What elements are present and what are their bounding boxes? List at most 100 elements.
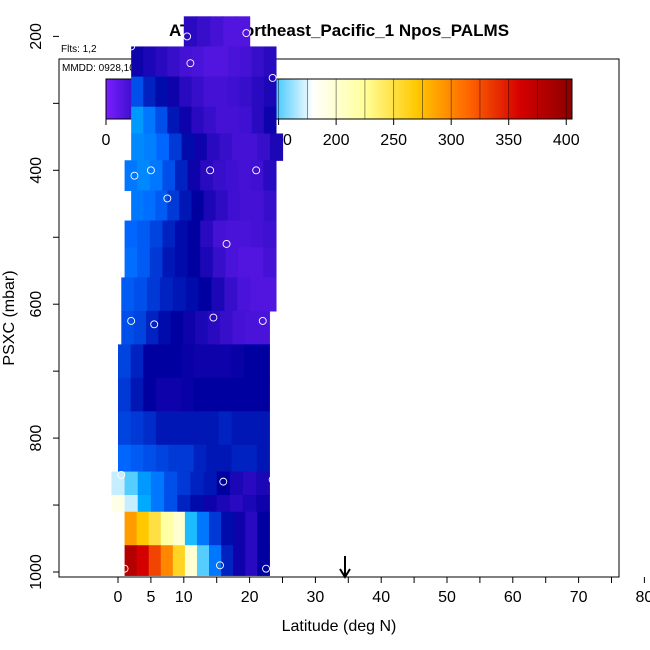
heat-cell bbox=[121, 277, 135, 312]
heat-cell bbox=[143, 344, 157, 379]
heat-cell bbox=[155, 344, 170, 379]
heat-cell bbox=[244, 310, 258, 345]
heat-cell bbox=[219, 310, 233, 345]
heat-cell bbox=[131, 190, 144, 222]
heat-cell bbox=[148, 545, 162, 576]
heat-cell bbox=[137, 160, 151, 191]
data-point bbox=[127, 42, 136, 51]
heat-cell bbox=[111, 495, 126, 513]
heat-cell bbox=[225, 160, 239, 191]
heat-cell bbox=[263, 76, 277, 108]
heat-cell bbox=[155, 46, 168, 78]
heat-cell bbox=[257, 310, 270, 345]
heat-cell bbox=[206, 344, 220, 379]
heat-cell bbox=[160, 545, 174, 576]
x-tick-label: 10 bbox=[175, 589, 193, 606]
heat-cell bbox=[256, 411, 270, 446]
heat-cell bbox=[200, 220, 214, 248]
heat-cell bbox=[210, 16, 224, 48]
heat-cell bbox=[218, 377, 233, 412]
heat-cell bbox=[256, 344, 270, 379]
heat-cell bbox=[239, 76, 253, 108]
heat-cell bbox=[183, 16, 198, 48]
heat-cell bbox=[124, 511, 138, 546]
heat-cell bbox=[224, 277, 238, 312]
heat-cell bbox=[130, 411, 144, 446]
heat-cell bbox=[231, 377, 245, 412]
heat-cell bbox=[149, 160, 164, 191]
colorbar-tick-label: 200 bbox=[323, 132, 350, 149]
heat-cell bbox=[250, 247, 264, 279]
heat-cell bbox=[206, 444, 220, 473]
y-axis-label: PSXC (mbar) bbox=[1, 270, 18, 365]
data-point bbox=[127, 316, 136, 325]
heat-cell bbox=[193, 444, 207, 473]
heat-cell bbox=[181, 133, 195, 161]
heat-cell bbox=[212, 160, 227, 191]
heat-cell bbox=[168, 133, 183, 161]
x-tick-label: 50 bbox=[438, 589, 456, 606]
heat-cell bbox=[196, 545, 210, 576]
heat-cell bbox=[244, 411, 258, 446]
heat-cell bbox=[245, 511, 258, 546]
heat-cell bbox=[147, 277, 161, 312]
heat-cell bbox=[155, 76, 168, 108]
heat-cell bbox=[181, 377, 195, 412]
colorbar-tick-label: 350 bbox=[495, 132, 522, 149]
heat-cell bbox=[215, 76, 229, 108]
heat-cell bbox=[203, 495, 218, 513]
heat-cell bbox=[250, 160, 264, 191]
heat-cell bbox=[256, 495, 270, 513]
heat-cell bbox=[179, 106, 193, 135]
heat-cell bbox=[177, 495, 191, 513]
heat-cell bbox=[187, 160, 201, 191]
data-point bbox=[268, 475, 277, 484]
heat-cell bbox=[256, 444, 270, 473]
heat-cell bbox=[209, 511, 222, 546]
heat-cell bbox=[155, 190, 168, 222]
heat-cell bbox=[149, 247, 164, 279]
heat-cell bbox=[181, 411, 195, 446]
heat-cell bbox=[263, 277, 277, 312]
heat-cell bbox=[198, 277, 213, 312]
y-tick-label: 200 bbox=[28, 23, 45, 50]
flights-label: Flts: 1,2 bbox=[61, 44, 97, 55]
y-axis: 200 400 600 800 1000 bbox=[28, 23, 59, 590]
heat-cell bbox=[211, 277, 225, 312]
heat-cell bbox=[251, 106, 265, 135]
data-point bbox=[186, 59, 195, 68]
data-point bbox=[222, 239, 231, 248]
heat-cell bbox=[150, 495, 165, 513]
heat-cell bbox=[225, 220, 239, 248]
arrow-head bbox=[339, 568, 351, 579]
data-point bbox=[163, 194, 172, 203]
heat-cell bbox=[179, 46, 193, 78]
data-point bbox=[219, 477, 228, 486]
heat-cell bbox=[190, 495, 205, 513]
heat-cell bbox=[250, 220, 264, 248]
heat-cell bbox=[215, 106, 229, 135]
heat-cell bbox=[143, 133, 157, 161]
data-point bbox=[120, 564, 129, 573]
heat-cell bbox=[209, 545, 222, 576]
heat-cell bbox=[155, 411, 170, 446]
heat-cell bbox=[263, 46, 277, 78]
heat-cell bbox=[239, 106, 253, 135]
heat-cell bbox=[194, 133, 208, 161]
heat-cell bbox=[191, 106, 205, 135]
heat-cell bbox=[238, 247, 252, 279]
heat-cell bbox=[227, 106, 241, 135]
plot-frame bbox=[58, 58, 620, 578]
y-tick-label: 400 bbox=[28, 157, 45, 184]
heat-cell bbox=[244, 133, 258, 161]
date-label: MMDD: 0928,1001 bbox=[62, 63, 146, 74]
heat-cell bbox=[143, 190, 156, 222]
heat-cell bbox=[203, 471, 218, 496]
x-axis-label: Latitude (deg N) bbox=[282, 618, 397, 635]
data-point bbox=[209, 313, 218, 322]
x-tick-label: 0 bbox=[114, 589, 123, 606]
heat-cell bbox=[195, 310, 209, 345]
heat-cell bbox=[221, 511, 234, 546]
colorbar-tick-label: 250 bbox=[380, 132, 407, 149]
heat-cell bbox=[256, 471, 270, 496]
